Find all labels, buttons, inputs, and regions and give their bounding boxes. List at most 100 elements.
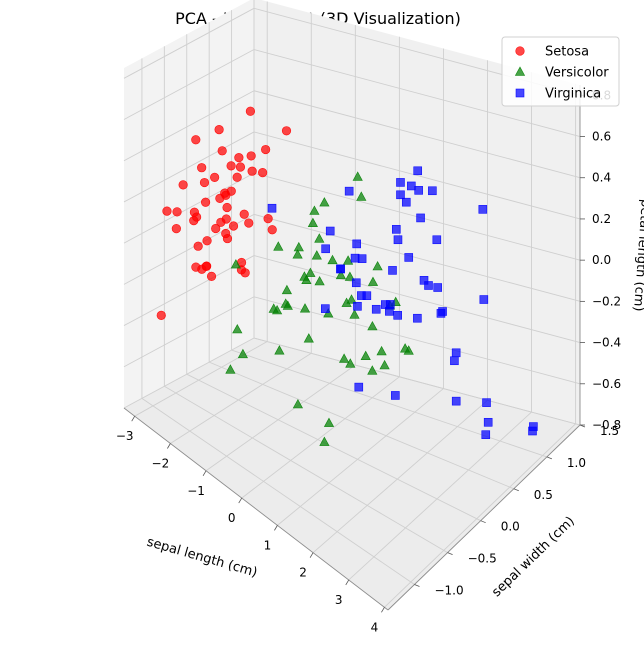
x-grid-floor bbox=[205, 364, 356, 472]
virginica-point bbox=[267, 203, 277, 213]
x-tick-label: −1 bbox=[187, 484, 205, 498]
versicolor-point bbox=[314, 233, 325, 243]
virginica-point bbox=[362, 291, 372, 300]
y-tick-label: 1.5 bbox=[600, 424, 619, 438]
versicolor-point bbox=[342, 255, 354, 265]
virginica-point bbox=[354, 382, 364, 392]
setosa-point bbox=[244, 218, 254, 228]
z-tick-label: −0.8 bbox=[592, 418, 621, 432]
setosa-point bbox=[245, 106, 256, 116]
setosa-point bbox=[214, 124, 224, 135]
z-grid-left bbox=[123, 49, 255, 120]
virginica-point bbox=[414, 186, 423, 195]
y-grid-floor bbox=[208, 361, 514, 490]
z-grid-left bbox=[123, 172, 255, 244]
setosa-point bbox=[222, 202, 232, 213]
y-tick bbox=[480, 520, 486, 524]
setosa-point bbox=[171, 224, 181, 234]
legend-marker-setosa bbox=[515, 46, 525, 56]
y-tick-label: 0.0 bbox=[501, 520, 520, 534]
setosa-point bbox=[261, 144, 271, 155]
legend-label-setosa: Setosa bbox=[545, 45, 589, 60]
legend-label-versicolor: Versicolor bbox=[545, 66, 609, 81]
virginica-point bbox=[344, 186, 354, 196]
y-tick bbox=[414, 584, 420, 587]
versicolor-point bbox=[299, 303, 311, 313]
z-tick-label: 0.2 bbox=[592, 212, 611, 226]
z-tick-label: 0.4 bbox=[592, 171, 611, 185]
virginica-point bbox=[371, 304, 381, 314]
versicolor-point bbox=[372, 260, 383, 271]
y-tick bbox=[447, 552, 453, 555]
virginica-point bbox=[396, 190, 405, 200]
z-grid-back bbox=[253, 131, 581, 220]
y-tick bbox=[513, 488, 519, 492]
y-tick bbox=[546, 456, 553, 460]
z-grid-left bbox=[123, 7, 255, 79]
y-tick-label: −1.0 bbox=[434, 583, 463, 597]
x-tick bbox=[274, 525, 278, 531]
versicolor-point bbox=[344, 271, 356, 281]
x-tick-label: 1 bbox=[264, 538, 272, 552]
setosa-point bbox=[191, 135, 201, 145]
setosa-point bbox=[281, 126, 292, 136]
setosa-point bbox=[189, 207, 200, 217]
versicolor-point bbox=[314, 275, 325, 286]
x-tick-label: 4 bbox=[371, 620, 379, 634]
setosa-point bbox=[235, 162, 246, 172]
virginica-point bbox=[436, 309, 446, 318]
virginica-point bbox=[351, 278, 361, 288]
virginica-point bbox=[413, 166, 423, 176]
z-tick-label: 0.6 bbox=[592, 130, 611, 144]
versicolor-point bbox=[293, 241, 304, 252]
virginica-point bbox=[413, 313, 422, 323]
setosa-point bbox=[201, 261, 211, 271]
versicolor-point bbox=[356, 191, 367, 201]
x-grid-floor bbox=[277, 388, 444, 526]
setosa-point bbox=[258, 168, 268, 178]
y-axis-line bbox=[387, 424, 581, 611]
setosa-point bbox=[210, 172, 220, 183]
versicolor-point bbox=[307, 217, 319, 227]
versicolor-point bbox=[360, 350, 371, 361]
x-grid-floor bbox=[384, 423, 576, 608]
virginica-point bbox=[478, 205, 488, 214]
setosa-point bbox=[221, 228, 231, 239]
versicolor-point bbox=[225, 364, 236, 374]
versicolor-point bbox=[338, 353, 350, 363]
z-grid-back bbox=[253, 255, 581, 344]
legend-frame bbox=[501, 36, 620, 107]
legend-label-virginica: Virginica bbox=[545, 87, 601, 102]
virginica-point bbox=[404, 253, 414, 262]
legend: Setosa Versicolor Virginica bbox=[501, 36, 620, 107]
y-tick-label: 1.0 bbox=[567, 456, 586, 470]
versicolor-point bbox=[311, 250, 322, 260]
virginica-point bbox=[407, 181, 416, 191]
x-tick-label: −2 bbox=[152, 456, 170, 470]
versicolor-point bbox=[280, 298, 291, 308]
x-tick bbox=[202, 470, 207, 476]
x-grid-floor bbox=[348, 411, 532, 581]
virginica-point bbox=[350, 253, 360, 263]
z-tick-label: 0.0 bbox=[592, 253, 611, 267]
virginica-point bbox=[391, 225, 401, 234]
versicolor-point bbox=[232, 323, 243, 334]
x-axis-line bbox=[123, 407, 389, 611]
versicolor-point bbox=[292, 398, 304, 409]
virginica-point bbox=[428, 186, 437, 196]
z-grid-back bbox=[253, 213, 581, 302]
series-virginica bbox=[267, 166, 538, 440]
versicolor-point bbox=[273, 241, 284, 251]
setosa-point bbox=[228, 221, 239, 231]
setosa-point bbox=[263, 214, 273, 224]
setosa-point bbox=[193, 241, 203, 251]
legend-items: Setosa Versicolor Virginica bbox=[514, 45, 609, 102]
setosa-point bbox=[162, 206, 172, 216]
versicolor-point bbox=[305, 267, 316, 277]
y-grid-floor bbox=[231, 349, 548, 458]
virginica-point bbox=[325, 226, 335, 236]
versicolor-point bbox=[367, 365, 378, 375]
versicolor-point bbox=[323, 417, 335, 427]
y-grid-floor bbox=[186, 373, 481, 522]
